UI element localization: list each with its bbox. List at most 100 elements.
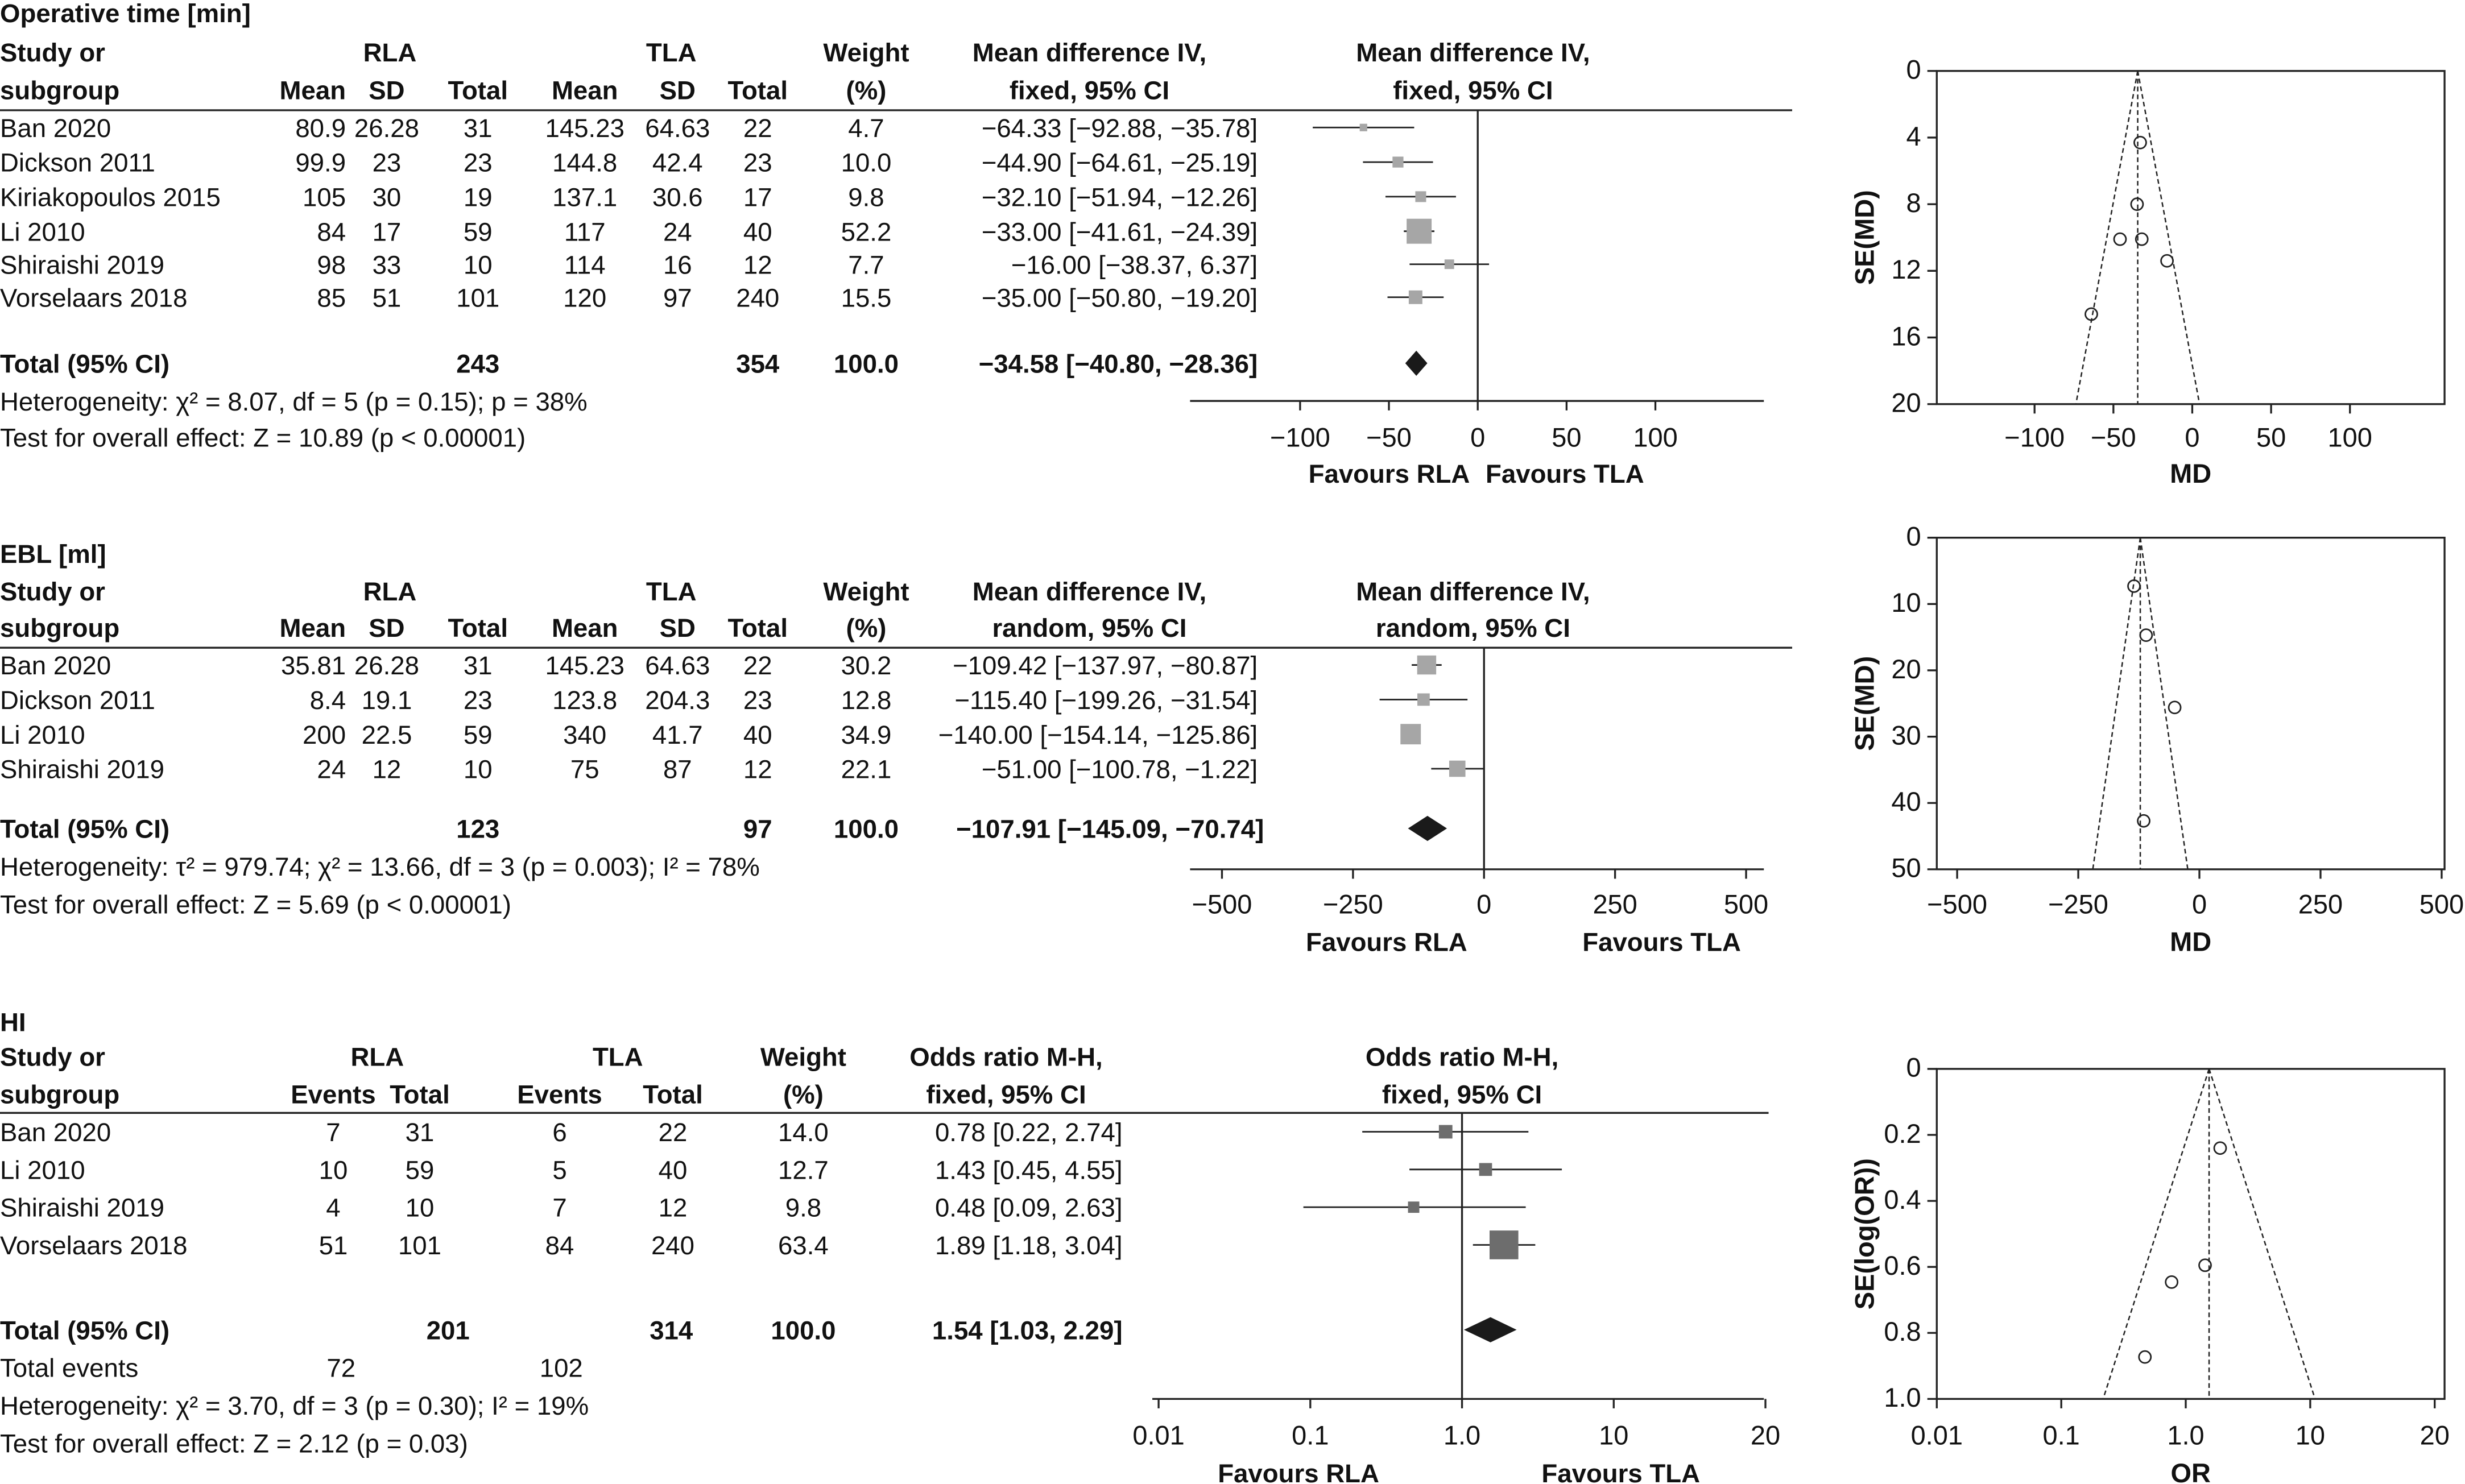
table-cell: 204.3 [645, 686, 710, 715]
table-cell: 10 [464, 755, 493, 784]
funnel-limit-line [2139, 537, 2189, 870]
column-header: Mean difference IV, [1356, 577, 1590, 606]
table-cell: 0.48 [0.09, 2.63] [935, 1193, 1123, 1222]
total-cell: 243 [456, 349, 499, 378]
table-cell: 12.7 [778, 1155, 829, 1184]
table-cell: 200 [303, 720, 346, 749]
funnel-study-point [2160, 254, 2174, 268]
funnel-y-axis-label: SE(MD) [1850, 656, 1880, 751]
funnel-limit-line [2075, 71, 2139, 404]
funnel-y-tick-label: 10 [1891, 587, 1921, 617]
table-cell: 87 [663, 755, 692, 784]
column-header: fixed, 95% CI [1382, 1080, 1542, 1109]
table-cell: 98 [317, 250, 346, 279]
funnel-plot-frame [1935, 537, 2446, 870]
table-cell: 0.78 [0.22, 2.74] [935, 1118, 1123, 1147]
table-cell: 12 [743, 755, 772, 784]
table-cell: 22 [743, 114, 772, 143]
column-header: Mean [552, 76, 618, 105]
forest-tick-label: −250 [1323, 889, 1383, 919]
statistics-note: Test for overall effect: Z = 2.12 (p = 0… [0, 1429, 468, 1458]
funnel-plot-frame [1935, 70, 2446, 405]
total-cell: 97 [743, 815, 772, 844]
column-header: fixed, 95% CI [926, 1080, 1086, 1109]
total-events-cell: 72 [326, 1354, 355, 1383]
column-header: RLA [363, 577, 417, 606]
total-cell: −34.58 [−40.80, −28.36] [979, 349, 1258, 378]
funnel-y-axis-label: SE(log(OR)) [1850, 1158, 1880, 1309]
funnel-y-tick-label: 8 [1906, 188, 1921, 218]
study-name: Vorselaars 2018 [0, 1231, 188, 1260]
funnel-y-axis-label: SE(MD) [1850, 190, 1880, 285]
table-cell: 114 [564, 250, 606, 279]
table-cell: 51 [319, 1231, 348, 1260]
funnel-study-point [2085, 307, 2098, 321]
column-header: Events [517, 1080, 602, 1109]
study-name: Dickson 2011 [0, 686, 155, 715]
study-effect-square [1417, 693, 1430, 706]
funnel-study-point [2130, 197, 2144, 212]
column-header: Mean [552, 614, 618, 642]
column-header: (%) [846, 614, 887, 642]
pooled-effect-diamond [1408, 815, 1447, 842]
funnel-y-tick-label: 0 [1906, 1052, 1921, 1083]
column-header: Mean [280, 76, 346, 105]
table-cell: 12 [743, 250, 772, 279]
column-header: Study or [0, 38, 105, 67]
funnel-limit-line [2137, 71, 2201, 404]
column-header: RLA [351, 1042, 404, 1071]
study-name: Ban 2020 [0, 114, 111, 143]
column-header: TLA [593, 1042, 643, 1071]
forest-tick-label: −50 [1366, 422, 1412, 452]
favours-label: Favours TLA [1486, 459, 1644, 488]
table-cell: 240 [651, 1231, 694, 1260]
column-header: fixed, 95% CI [1010, 76, 1169, 105]
forest-tick-label: 0 [1470, 422, 1485, 452]
study-effect-square [1479, 1163, 1492, 1176]
table-cell: 17 [743, 183, 772, 212]
table-cell: 26.28 [354, 651, 419, 680]
table-cell: −32.10 [−51.94, −12.26] [982, 183, 1258, 212]
total-cell: 1.54 [1.03, 2.29] [932, 1316, 1123, 1345]
funnel-y-tick-label: 0.6 [1884, 1250, 1921, 1280]
table-cell: 7 [552, 1193, 566, 1222]
pooled-effect-diamond [1463, 1317, 1517, 1342]
funnel-limit-line [2208, 1068, 2316, 1399]
column-header: SD [369, 614, 404, 642]
funnel-study-point [2127, 579, 2141, 593]
total-cell: 123 [456, 815, 499, 844]
forest-tick-label: 500 [1724, 889, 1768, 919]
table-cell: 10 [319, 1155, 348, 1184]
column-header: random, 95% CI [1376, 614, 1570, 642]
table-cell: 6 [552, 1118, 566, 1147]
table-cell: 23 [373, 148, 402, 177]
table-cell: 4 [326, 1193, 340, 1222]
column-header: (%) [846, 76, 887, 105]
table-cell: 10.0 [841, 148, 892, 177]
funnel-limit-line [2092, 537, 2141, 870]
column-header: subgroup [0, 76, 119, 105]
funnel-y-tick-label: 0.4 [1884, 1184, 1921, 1214]
funnel-x-tick-label: 50 [2256, 422, 2286, 452]
table-cell: 7.7 [848, 250, 884, 279]
table-cell: 22.1 [841, 755, 892, 784]
study-name: Li 2010 [0, 1155, 85, 1184]
funnel-y-tick-label: 30 [1891, 720, 1921, 750]
column-header: subgroup [0, 614, 119, 642]
table-cell: 30.2 [841, 651, 892, 680]
favours-label: Favours RLA [1306, 928, 1467, 957]
table-cell: 34.9 [841, 720, 892, 749]
study-effect-square [1415, 191, 1426, 202]
table-cell: 137.1 [552, 183, 617, 212]
panel-title: Operative time [min] [0, 0, 251, 28]
table-cell: 15.5 [841, 283, 892, 312]
statistics-note: Heterogeneity: χ² = 8.07, df = 5 (p = 0.… [0, 387, 588, 416]
total-label: Total (95% CI) [0, 349, 169, 378]
table-cell: 19.1 [362, 686, 412, 715]
funnel-x-axis-label: OR [2170, 1458, 2210, 1484]
study-name: Shiraishi 2019 [0, 250, 164, 279]
table-cell: 31 [464, 114, 493, 143]
column-header: Mean [280, 614, 346, 642]
column-header: subgroup [0, 1080, 119, 1109]
